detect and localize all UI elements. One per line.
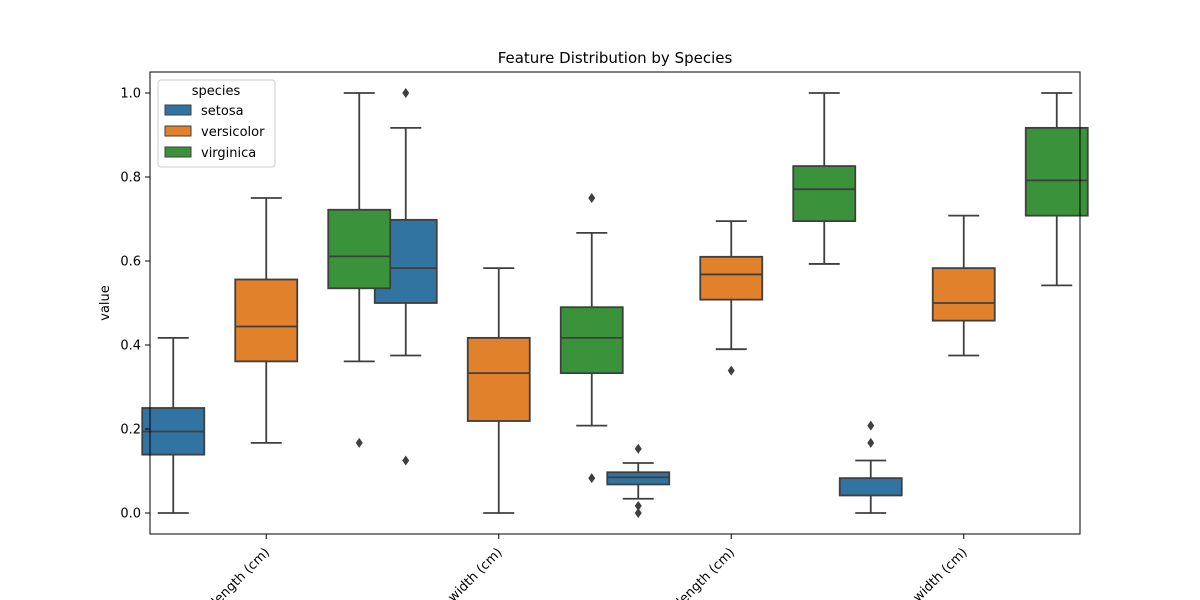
box-body [838, 477, 903, 497]
x-tick-label: width (cm) [911, 545, 971, 600]
box-body [327, 208, 392, 290]
outlier-point [355, 437, 363, 448]
outlier-point [634, 443, 642, 454]
legend-title: species [192, 84, 241, 99]
box-body [931, 267, 996, 322]
box-body [699, 255, 764, 301]
box-setosa-2 [606, 443, 671, 518]
x-tick-label: length (cm) [674, 545, 738, 600]
y-tick-label: 0.6 [120, 255, 141, 270]
box-versicolor-1 [466, 267, 531, 514]
y-tick-label: 0.0 [120, 507, 141, 522]
box-body [559, 306, 624, 375]
outlier-point [402, 88, 410, 98]
legend: species setosa versicolor virginica [157, 79, 276, 168]
y-axis-label: value [98, 285, 113, 321]
outlier-point [402, 455, 410, 466]
outlier-point [588, 193, 596, 203]
x-axis: length (cm) width (cm) length (cm) width (c… [209, 534, 971, 600]
x-tick-label: width (cm) [446, 545, 506, 600]
y-tick-label: 0.4 [120, 339, 141, 354]
box-versicolor-0 [234, 197, 299, 444]
legend-label-setosa: setosa [201, 104, 244, 119]
legend-swatch-virginica [164, 146, 192, 158]
box-body [792, 165, 857, 223]
box-versicolor-3 [931, 214, 996, 357]
box-setosa-3 [838, 420, 903, 514]
box-virginica-0 [327, 92, 392, 448]
legend-frame [157, 79, 276, 168]
box-virginica-1 [559, 193, 624, 484]
y-tick-label: 0.2 [120, 423, 141, 438]
legend-label-virginica: virginica [201, 146, 256, 161]
box-virginica-2 [792, 92, 857, 265]
boxes-layer [141, 88, 1089, 518]
box-virginica-3 [1024, 92, 1089, 287]
legend-swatch-setosa [164, 104, 192, 116]
outlier-point [634, 500, 642, 511]
legend-label-versicolor: versicolor [201, 125, 265, 140]
y-axis: 0.0 0.2 0.4 0.6 0.8 1.0 [120, 87, 150, 522]
chart-title: Feature Distribution by Species [498, 49, 733, 67]
legend-items: setosa versicolor virginica [164, 104, 265, 161]
outlier-point [867, 420, 875, 431]
outlier-point [727, 365, 735, 376]
outlier-point [867, 437, 875, 448]
box-body [466, 336, 531, 422]
legend-swatch-versicolor [164, 125, 192, 137]
outlier-point [588, 473, 596, 484]
plot-frame [149, 71, 1081, 535]
box-body [1024, 126, 1089, 217]
box-body [234, 278, 299, 363]
box-versicolor-2 [699, 220, 764, 376]
box-setosa-0 [141, 336, 206, 514]
y-tick-label: 0.8 [120, 171, 141, 186]
y-tick-label: 1.0 [120, 87, 141, 102]
box-body [606, 471, 671, 486]
outlier-point [634, 508, 642, 518]
x-tick-label: length (cm) [209, 545, 273, 600]
